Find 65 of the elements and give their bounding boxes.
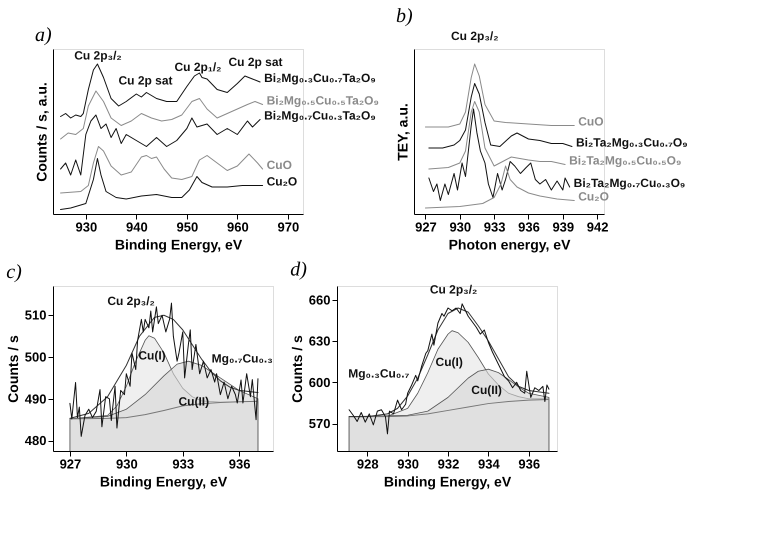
chart-title: c) — [6, 261, 22, 283]
y-tick-label: 570 — [308, 416, 330, 431]
x-tick-label: 970 — [277, 220, 300, 234]
x-tick-label: 960 — [226, 220, 249, 234]
x-axis-title: Binding Energy, eV — [100, 474, 228, 490]
x-tick-label: 940 — [126, 220, 148, 234]
annotation: Cu(II) — [471, 382, 502, 397]
y-tick-label: 490 — [24, 391, 46, 406]
series-label: CuO — [578, 114, 604, 128]
line-series — [348, 308, 550, 418]
y-tick-label: 500 — [24, 350, 46, 365]
y-axis-title: TEY, a.u. — [394, 103, 410, 161]
y-axis-title: Counts / s — [4, 334, 21, 403]
annotation: Cu(I) — [138, 348, 166, 362]
series-label: Cu₂O — [266, 174, 298, 188]
x-tick-label: 933 — [172, 456, 194, 472]
y-tick-label: 600 — [308, 374, 330, 390]
annotation: Mg₀.₃Cu₀.₇ — [348, 366, 410, 380]
series-label: Bi₂Mg₀.₇Cu₀.₃Ta₂O₉ — [264, 108, 376, 122]
chart-title: d) — [290, 258, 308, 280]
x-tick-label: 927 — [60, 456, 82, 472]
annotation: Cu 2p₃/₂ — [430, 282, 478, 296]
text: Cu 2p₃/₂ — [74, 48, 122, 63]
x-tick-label: 950 — [176, 220, 198, 234]
y-tick-label: 660 — [308, 292, 330, 308]
x-tick-label: 930 — [116, 456, 138, 472]
x-tick-label: 936 — [518, 456, 540, 472]
x-axis-title: Binding Energy, eV — [114, 236, 243, 252]
x-tick-label: 942 — [586, 220, 608, 234]
x-tick-label: 939 — [552, 220, 574, 234]
x-tick-label: 936 — [518, 220, 540, 234]
y-axis-title: Counts / s — [288, 334, 305, 403]
line-series — [348, 303, 550, 434]
x-tick-label: 927 — [415, 220, 437, 234]
annotation: Cu(I) — [436, 354, 463, 369]
annotation: Cu 2p sat — [118, 73, 173, 88]
annotation: Cu 2p sat — [228, 55, 283, 70]
chart-title: a) — [35, 24, 52, 46]
y-tick-label: 510 — [24, 308, 46, 323]
series-label: CuO — [266, 158, 292, 172]
series-label: Cu₂O — [578, 190, 609, 204]
annotation: Cu(II) — [178, 394, 210, 408]
annotation: Cu 2p₁/₂ — [174, 60, 222, 74]
series-label: Bi₂Ta₂Mg₀.₅Cu₀.₅O₉ — [569, 154, 682, 168]
series-label: Bi₂Ta₂Mg₀.₃Cu₀.₇O₉ — [576, 136, 688, 150]
y-tick-label: 630 — [308, 334, 330, 348]
x-tick-label: 930 — [397, 456, 419, 472]
x-tick-label: 930 — [449, 220, 472, 234]
x-tick-label: 932 — [438, 456, 460, 472]
x-axis-title: Photon energy, eV — [448, 236, 572, 252]
series-label: Bi₂Mg₀.₃Cu₀.₇Ta₂O₉ — [264, 71, 376, 85]
annotation: Cu 2p₃/₂ — [107, 294, 155, 308]
y-tick-label: 480 — [24, 433, 46, 448]
x-tick-label: 936 — [228, 456, 251, 472]
x-tick-label: 934 — [478, 456, 500, 472]
x-tick-label: 928 — [356, 456, 379, 472]
x-tick-label: 933 — [484, 220, 506, 234]
x-axis-title: Binding Energy, eV — [384, 474, 512, 490]
y-axis-title: Counts / s, a.u. — [34, 82, 50, 182]
x-tick-label: 930 — [75, 220, 98, 234]
text: Cu 2p₃/₂ — [451, 28, 499, 43]
series-label: Bi₂Mg₀.₅Cu₀.₅Ta₂O₉ — [266, 94, 379, 108]
chart-title: b) — [396, 4, 413, 27]
annotation: Mg₀.₇Cu₀.₃ — [212, 352, 273, 366]
series-label: Bi₂Ta₂Mg₀.₇Cu₀.₃O₉ — [574, 176, 686, 190]
